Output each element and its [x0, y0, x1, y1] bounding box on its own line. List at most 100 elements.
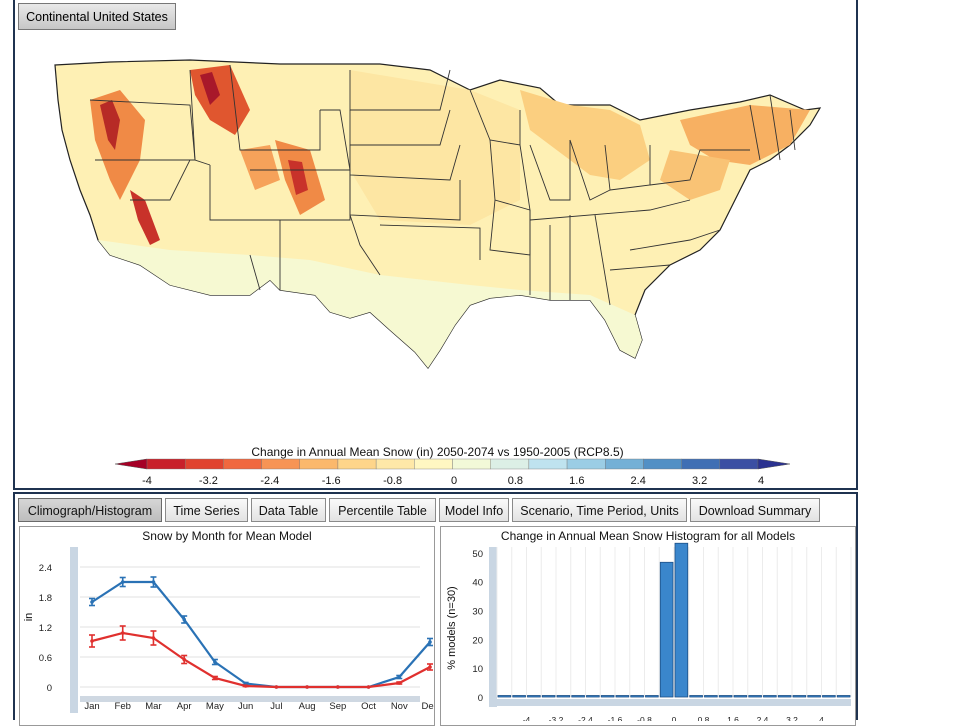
colorbar-high-arrow: [757, 458, 791, 470]
colorbar-tick-label: 0.8: [508, 475, 523, 487]
tab-download-summary[interactable]: Download Summary: [690, 498, 820, 522]
climograph-point: [243, 684, 248, 688]
climograph-point: [428, 640, 432, 644]
colorbar-swatch: [643, 458, 682, 470]
climograph-point: [366, 685, 371, 689]
histogram-bar: [674, 542, 689, 698]
climograph-x-tick: Apr: [177, 701, 192, 712]
histogram-y-tick: 30: [472, 606, 483, 617]
climograph-point: [120, 631, 125, 635]
histogram-y-label: % models (n=30): [446, 586, 458, 669]
histogram-bar: [704, 695, 718, 698]
tab-data-table[interactable]: Data Table: [251, 498, 326, 522]
histogram-x-tick: 0.8: [698, 715, 710, 721]
histogram-x-tick: 0: [672, 715, 677, 721]
histogram-x-tick: -0.8: [637, 715, 652, 721]
histogram-bar: [497, 695, 512, 698]
y-axis-scrollbar: [70, 547, 78, 713]
climograph-x-tick: Jun: [238, 701, 253, 712]
climograph-x-tick: Dec: [422, 701, 434, 712]
histogram-bar: [586, 695, 600, 698]
climograph-y-tick: 1.8: [39, 593, 52, 604]
colorbar-swatch: [719, 458, 759, 470]
histogram-bar: [527, 695, 541, 698]
climograph-point: [397, 675, 402, 679]
climograph-x-tick: Mar: [145, 701, 161, 712]
colorbar-tick-label: -1.6: [322, 475, 341, 487]
climograph-point: [336, 685, 340, 689]
climograph-point: [182, 617, 186, 622]
climograph-x-tick: Nov: [391, 701, 408, 712]
histogram-x-tick: 4: [819, 715, 824, 721]
climograph-point: [213, 676, 217, 680]
tab-climograph-histogram[interactable]: Climograph/Histogram: [18, 498, 162, 522]
climograph-y-tick: 2.4: [39, 563, 52, 574]
colorbar-swatch: [566, 458, 606, 470]
histogram-bar: [556, 695, 571, 698]
x-axis-scrollbar: [497, 699, 851, 706]
colorbar-swatch: [337, 458, 377, 470]
histogram-x-tick: 2.4: [757, 715, 769, 721]
histogram-y-tick: 0: [478, 693, 483, 704]
tab-model-info[interactable]: Model Info: [439, 498, 509, 522]
colorbar-swatch: [681, 458, 721, 470]
state-boundaries: [89, 64, 796, 306]
histogram-chart: Change in Annual Mean Snow Histogram for…: [440, 526, 856, 726]
climograph-title: Snow by Month for Mean Model: [142, 529, 312, 543]
histogram-bar: [512, 695, 526, 698]
climograph-point: [151, 636, 156, 640]
tab-time-series[interactable]: Time Series: [165, 498, 248, 522]
tab-percentile-table[interactable]: Percentile Table: [329, 498, 436, 522]
climograph-chart: Snow by Month for Mean Model 0 0.6 1.2 1.8 2…: [19, 526, 435, 726]
map-panel: Continental United States: [13, 0, 858, 490]
histogram-bar: [822, 695, 836, 698]
climograph-point: [90, 600, 94, 604]
colorbar-tick-label: 1.6: [569, 475, 584, 487]
climograph-point: [305, 685, 309, 689]
climograph-y-label: in: [23, 613, 35, 622]
climograph-point: [151, 580, 156, 584]
histogram-title: Change in Annual Mean Snow Histogram for…: [500, 529, 796, 543]
colorbar-swatch: [184, 458, 224, 470]
climograph-point: [90, 639, 94, 643]
climograph-point: [428, 665, 432, 669]
histogram-x-tick: 1.6: [727, 715, 739, 721]
map-title: Change in Annual Mean Snow (in) 2050-207…: [251, 445, 624, 459]
colorbar-tick-label: 0: [451, 475, 457, 487]
colorbar: -4 -3.2 -2.4 -1.6 -0.8 0 0.8 1.6 2.4 3.2 4: [114, 458, 791, 487]
colorbar-swatch: [452, 458, 491, 470]
climograph-series-line: [91, 580, 431, 689]
climograph-x-tick: Feb: [115, 701, 131, 712]
colorbar-tick-label: -2.4: [260, 475, 279, 487]
us-snow-change-map[interactable]: [50, 50, 840, 380]
climograph-y-tick: 1.2: [39, 623, 52, 634]
histogram-x-tick: -2.4: [578, 715, 593, 721]
climograph-x-tick: Jul: [270, 701, 282, 712]
histogram-x-tick: -3.2: [549, 715, 564, 721]
colorbar-tick-label: -3.2: [199, 475, 218, 487]
histogram-bar: [763, 695, 777, 698]
colorbar-tick-label: 4: [758, 475, 764, 487]
colorbar-swatch: [490, 458, 530, 470]
tab-scenario-time-period-units[interactable]: Scenario, Time Period, Units: [512, 498, 687, 522]
climograph-point: [213, 660, 217, 664]
colorbar-tick-label: -0.8: [383, 475, 402, 487]
histogram-bar: [807, 695, 821, 698]
colorbar-tick-label: -4: [142, 475, 152, 487]
histogram-bar: [630, 695, 644, 698]
histogram-x-tick: -1.6: [608, 715, 623, 721]
colorbar-swatch: [299, 458, 339, 470]
climograph-y-tick: 0: [47, 683, 52, 694]
colorbar-tick-label: 2.4: [631, 475, 646, 487]
histogram-x-tick: -4: [523, 715, 531, 721]
histogram-bar: [659, 561, 674, 698]
histogram-bar: [792, 695, 807, 698]
histogram-bar: [615, 695, 630, 698]
colorbar-swatch: [261, 458, 300, 470]
colorbar-swatch: [605, 458, 644, 470]
climograph-point: [243, 681, 248, 686]
region-select-button[interactable]: Continental United States: [18, 3, 176, 30]
histogram-y-tick: 10: [472, 664, 483, 675]
histogram-bar: [748, 695, 762, 698]
histogram-bar: [836, 695, 851, 698]
